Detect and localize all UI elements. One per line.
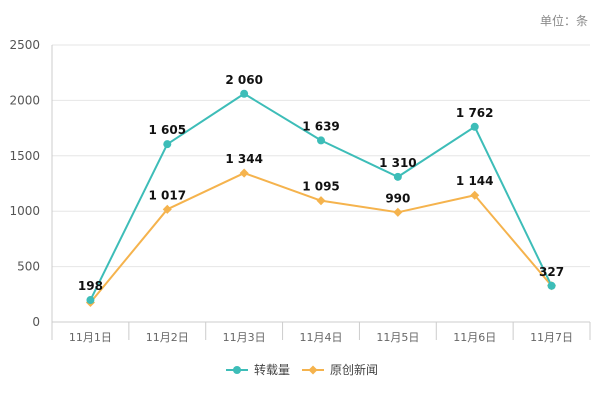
x-tick-label: 11月1日	[69, 331, 112, 344]
x-tick-label: 11月7日	[530, 331, 573, 344]
series-original-point	[239, 168, 249, 178]
series-repost-point	[86, 296, 95, 305]
y-tick-label: 1000	[9, 204, 40, 218]
series-original-point	[162, 204, 172, 214]
x-tick-label: 11月3日	[223, 331, 266, 344]
legend-marker	[233, 366, 241, 374]
series-original-data-label: 990	[385, 191, 410, 205]
series-original-data-label: 1 095	[302, 180, 340, 194]
series-original-data-label: 1 344	[225, 152, 263, 166]
legend-item-series-repost: 转载量	[226, 362, 290, 377]
legend-item-series-original: 原创新闻	[302, 362, 378, 377]
series-original-point	[393, 207, 403, 217]
series-repost-point	[393, 172, 402, 181]
series-repost-data-label: 1 639	[302, 119, 340, 133]
series-repost-point	[547, 281, 556, 290]
series-original-data-label: 1 144	[456, 174, 494, 188]
x-tick-label: 11月2日	[146, 331, 189, 344]
series-repost-point	[470, 122, 479, 131]
x-tick-label: 11月5日	[376, 331, 419, 344]
y-tick-label: 0	[32, 315, 40, 329]
series-repost-data-label: 1 605	[148, 123, 186, 137]
series-repost-point	[317, 136, 325, 145]
series-original-data-label: 1 017	[148, 188, 186, 202]
x-tick-label: 11月4日	[300, 331, 343, 344]
series-original-point	[316, 196, 326, 206]
x-tick-label: 11月6日	[453, 331, 496, 344]
series-repost-data-label: 2 060	[225, 73, 263, 87]
series-repost-point	[163, 140, 172, 149]
series-repost-data-label: 198	[78, 279, 103, 293]
legend-marker	[308, 365, 318, 375]
y-tick-label: 1500	[9, 149, 40, 163]
unit-label: 单位：条	[539, 14, 588, 28]
y-tick-label: 500	[17, 260, 40, 274]
series-repost-data-label: 1 310	[379, 156, 417, 170]
y-tick-label: 2500	[9, 38, 40, 52]
y-tick-label: 2000	[9, 93, 40, 107]
legend-label: 原创新闻	[330, 362, 378, 377]
series-repost-data-label: 1 762	[456, 106, 494, 120]
series-repost-data-label: 327	[539, 265, 564, 279]
series-repost-point	[240, 89, 249, 98]
legend-label: 转载量	[254, 362, 290, 377]
